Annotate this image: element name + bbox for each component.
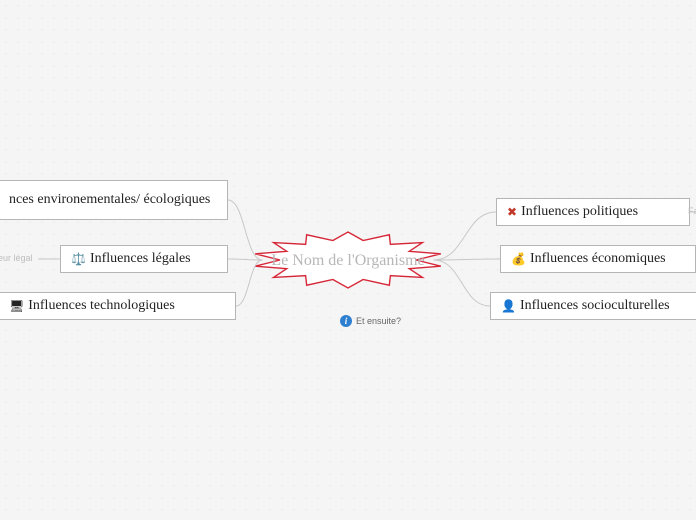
node-economic-label: Influences économiques [530, 251, 666, 267]
footer-hint[interactable]: i Et ensuite? [340, 315, 401, 327]
person-icon: 👤 [501, 300, 516, 312]
footer-label: Et ensuite? [356, 316, 401, 326]
sublabel-political: Fa [688, 206, 696, 216]
node-technological[interactable]: 🖥 Influences technologiques [0, 292, 236, 320]
computer-icon: 🖥 [9, 300, 24, 312]
money-icon: 💰 [511, 253, 526, 265]
node-environmental-label: nces environementales/ écologiques [9, 192, 210, 209]
x-icon: ✖ [507, 206, 517, 218]
sublabel-legal: eur légal [0, 253, 33, 263]
node-environmental[interactable]: nces environementales/ écologiques [0, 180, 228, 220]
node-socio-label: Influences socioculturelles [520, 298, 670, 314]
node-tech-label: Influences technologiques [28, 298, 175, 314]
central-node-label: Le Nom de l'Organisme [258, 252, 438, 270]
mindmap-canvas: Le Nom de l'Organisme nces environementa… [0, 0, 696, 520]
node-legal-label: Influences légales [90, 251, 191, 267]
node-political[interactable]: ✖ Influences politiques [496, 198, 690, 226]
node-political-label: Influences politiques [521, 204, 638, 220]
node-sociocultural[interactable]: 👤 Influences socioculturelles [490, 292, 696, 320]
node-economic[interactable]: 💰 Influences économiques [500, 245, 696, 273]
node-legal[interactable]: ⚖️ Influences légales [60, 245, 228, 273]
scale-icon: ⚖️ [71, 253, 86, 265]
info-icon: i [340, 315, 352, 327]
